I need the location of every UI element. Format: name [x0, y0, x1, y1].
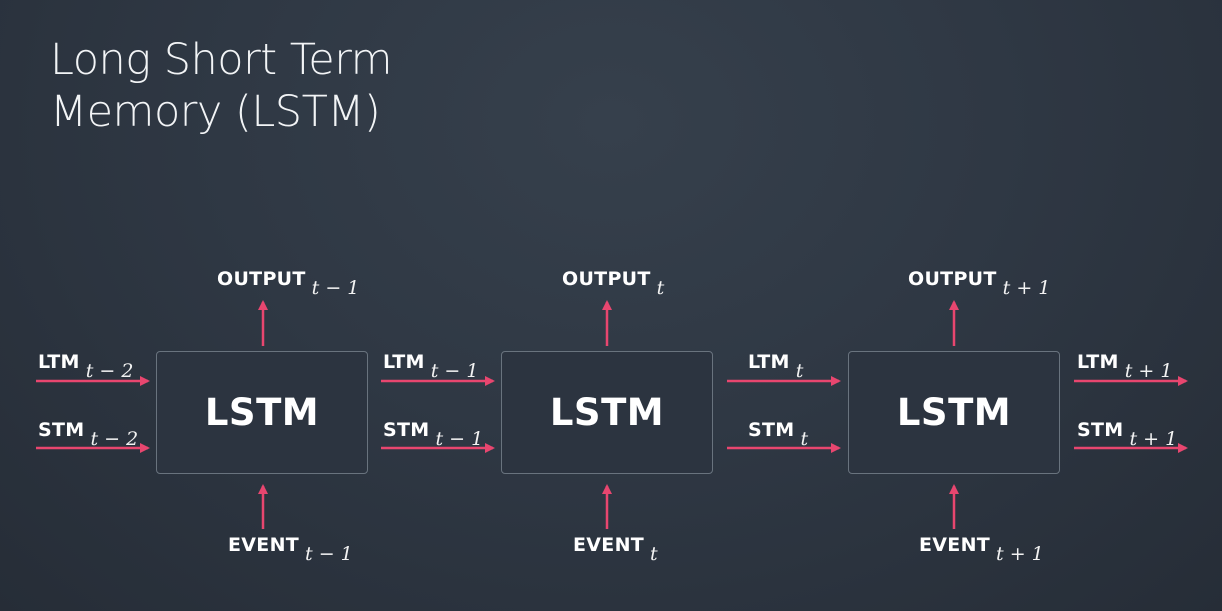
- event-text: EVENT: [573, 534, 645, 556]
- event-label-1: EVENT t − 1: [228, 534, 353, 565]
- ltm-text: LTM: [38, 351, 80, 373]
- ltm-subscript: t − 2: [85, 360, 134, 382]
- ltm-text: LTM: [748, 351, 790, 373]
- stm-text: STM: [38, 419, 85, 441]
- page-title: Long Short Term Memory (LSTM): [50, 34, 393, 138]
- title-line-1: Long Short Term: [50, 35, 393, 85]
- ltm-subscript: t − 1: [430, 360, 479, 382]
- event-text: EVENT: [228, 534, 300, 556]
- ltm-text: LTM: [383, 351, 425, 373]
- stm-subscript: t: [800, 428, 809, 450]
- stm-label-4: STM t + 1: [1077, 419, 1177, 450]
- output-label-3: OUTPUT t + 1: [908, 268, 1050, 299]
- stm-subscript: t − 2: [90, 428, 139, 450]
- output-text: OUTPUT: [908, 268, 997, 290]
- stm-subscript: t + 1: [1129, 428, 1178, 450]
- lstm-cell-3: LSTM: [848, 351, 1060, 474]
- event-subscript: t + 1: [996, 543, 1044, 565]
- stm-text: STM: [748, 419, 795, 441]
- lstm-cell-label: LSTM: [896, 391, 1012, 434]
- stm-text: STM: [383, 419, 430, 441]
- output-text: OUTPUT: [217, 268, 306, 290]
- output-subscript: t − 1: [311, 277, 360, 299]
- event-text: EVENT: [919, 534, 991, 556]
- stm-label-3: STM t: [748, 419, 808, 450]
- ltm-subscript: t: [795, 360, 804, 382]
- event-label-2: EVENT t: [573, 534, 658, 565]
- stm-text: STM: [1077, 419, 1124, 441]
- ltm-text: LTM: [1077, 351, 1119, 373]
- ltm-label-4: LTM t + 1: [1077, 351, 1172, 382]
- lstm-cell-label: LSTM: [204, 391, 320, 434]
- ltm-label-3: LTM t: [748, 351, 803, 382]
- ltm-label-1: LTM t − 2: [38, 351, 133, 382]
- stm-subscript: t − 1: [435, 428, 484, 450]
- output-label-1: OUTPUT t − 1: [217, 268, 359, 299]
- output-text: OUTPUT: [562, 268, 651, 290]
- event-label-3: EVENT t + 1: [919, 534, 1044, 565]
- ltm-subscript: t + 1: [1124, 360, 1173, 382]
- title-line-2: Memory (LSTM): [50, 87, 381, 137]
- lstm-cell-label: LSTM: [549, 391, 665, 434]
- stm-label-2: STM t − 1: [383, 419, 483, 450]
- lstm-cell-2: LSTM: [501, 351, 713, 474]
- output-label-2: OUTPUT t: [562, 268, 664, 299]
- output-subscript: t: [656, 277, 665, 299]
- event-subscript: t − 1: [305, 543, 353, 565]
- event-subscript: t: [650, 543, 658, 565]
- lstm-cell-1: LSTM: [156, 351, 368, 474]
- stm-label-1: STM t − 2: [38, 419, 138, 450]
- ltm-label-2: LTM t − 1: [383, 351, 478, 382]
- output-subscript: t + 1: [1002, 277, 1051, 299]
